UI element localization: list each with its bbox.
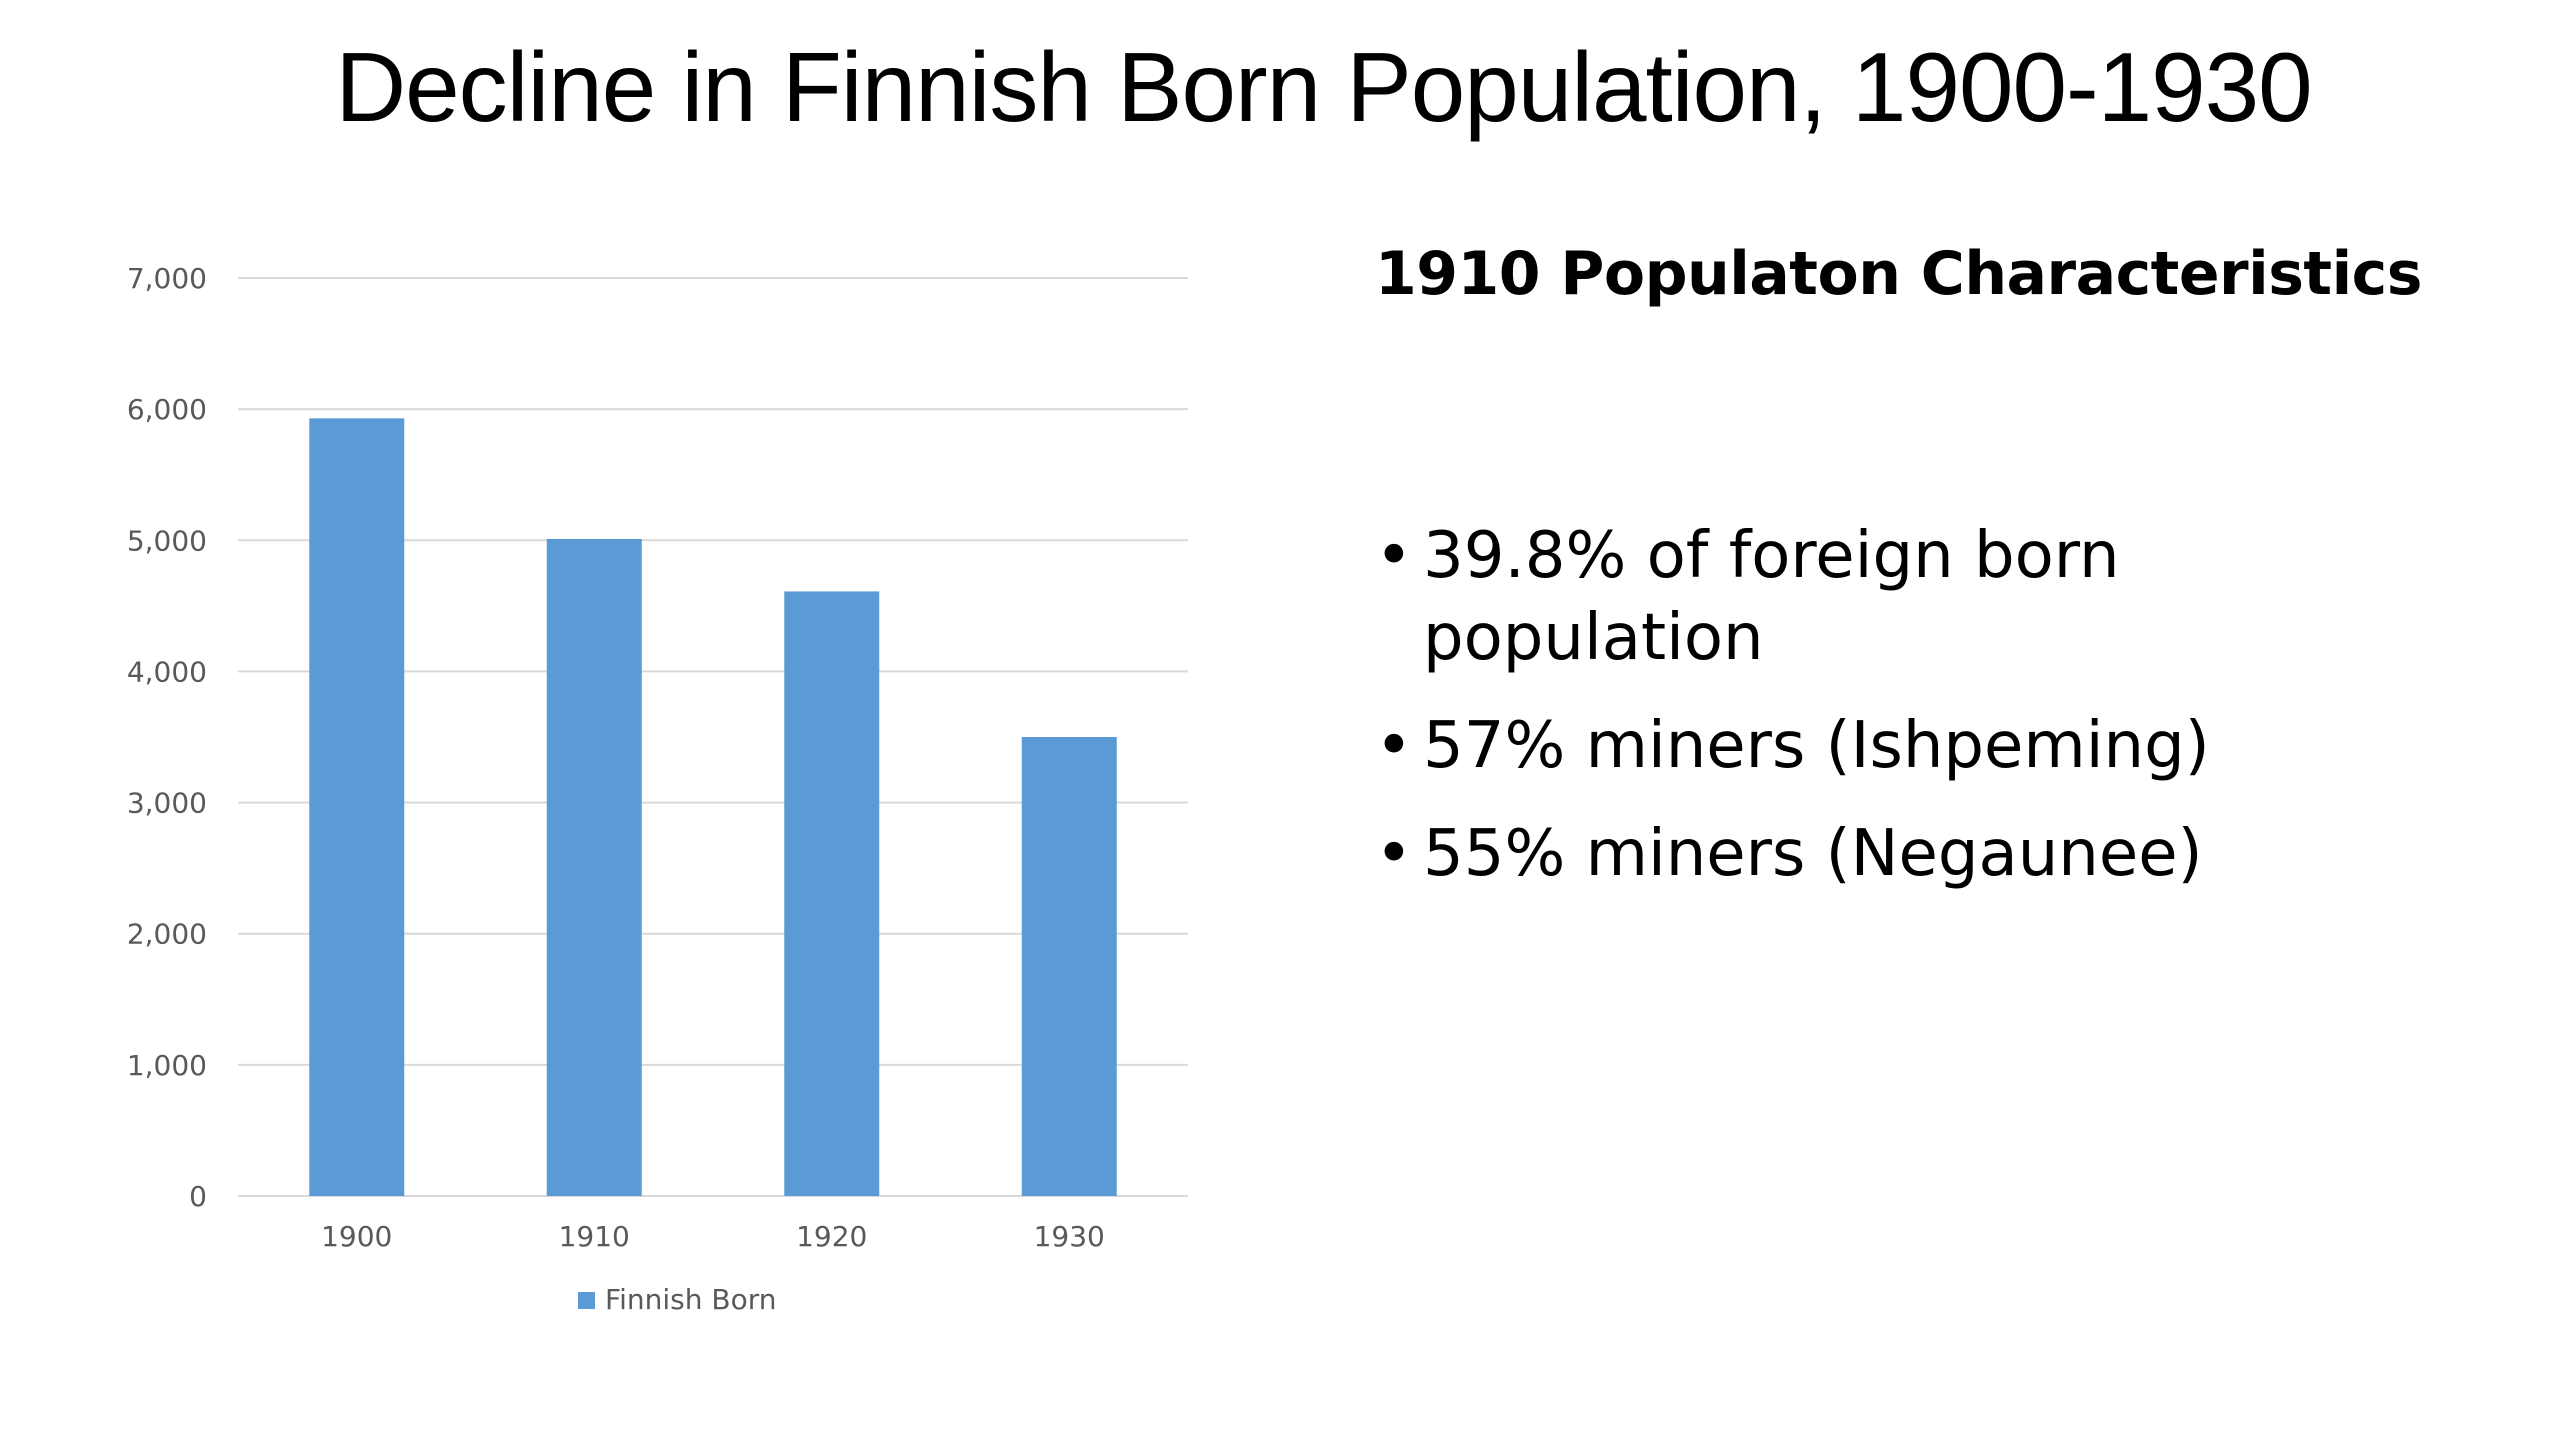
bar-1900 — [309, 418, 405, 1196]
x-tick-label: 1920 — [796, 1220, 867, 1253]
x-tick-label: 1900 — [321, 1220, 392, 1253]
bars — [309, 418, 1117, 1196]
y-tick-label: 0 — [189, 1180, 207, 1213]
bullet-icon: • — [1375, 519, 1413, 593]
bar-chart: 0 1,000 2,000 3,000 4,000 5,000 6,000 7,000 190… — [127, 262, 1188, 1316]
bullet-text: 55% miners (Negaunee) — [1423, 817, 2203, 891]
slide-title: Decline in Finnish Born Population, 1900… — [335, 32, 2312, 142]
panel-heading: 1910 Populaton Characteristics — [1375, 239, 2422, 309]
bullet-item: • 57% miners (Ishpeming) — [1375, 705, 2475, 787]
bullet-icon: • — [1375, 709, 1413, 783]
y-tick-label: 7,000 — [127, 262, 207, 295]
x-axis-tick-labels: 1900 1910 1920 1930 — [321, 1220, 1105, 1253]
bar-1920 — [784, 591, 880, 1196]
y-tick-label: 4,000 — [127, 655, 207, 688]
y-tick-label: 5,000 — [127, 524, 207, 557]
legend: Finnish Born — [578, 1283, 776, 1316]
bullet-icon: • — [1375, 817, 1413, 891]
y-tick-label: 6,000 — [127, 393, 207, 426]
y-tick-label: 1,000 — [127, 1049, 207, 1082]
bar-1910 — [546, 538, 642, 1196]
y-tick-label: 3,000 — [127, 787, 207, 820]
x-tick-label: 1910 — [559, 1220, 630, 1253]
x-tick-label: 1930 — [1034, 1220, 1105, 1253]
y-axis-tick-labels: 0 1,000 2,000 3,000 4,000 5,000 6,000 7,000 — [127, 262, 207, 1213]
legend-label: Finnish Born — [605, 1283, 776, 1316]
bar-1930 — [1021, 737, 1117, 1196]
bullet-list: • 39.8% of foreign born population • 57%… — [1375, 515, 2475, 921]
bullet-text: 57% miners (Ishpeming) — [1423, 709, 2210, 783]
bullet-text: 39.8% of foreign born population — [1423, 519, 2120, 675]
bullet-item: • 55% miners (Negaunee) — [1375, 813, 2475, 895]
legend-swatch — [578, 1292, 595, 1309]
y-tick-label: 2,000 — [127, 918, 207, 951]
bullet-item: • 39.8% of foreign born population — [1375, 515, 2475, 679]
